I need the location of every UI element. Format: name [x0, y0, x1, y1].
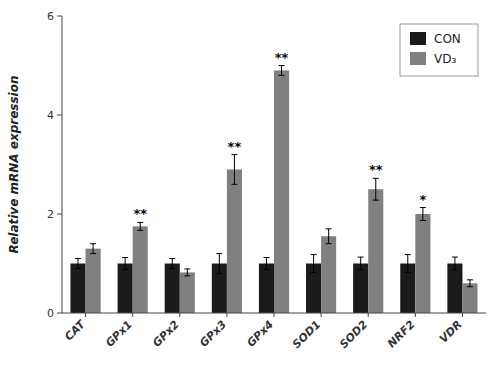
significance-marker: ** — [275, 50, 289, 65]
legend-swatch — [410, 32, 426, 45]
bar — [70, 264, 85, 314]
error-bar — [405, 255, 411, 273]
significance-marker: ** — [228, 139, 242, 154]
legend-label: VD₃ — [434, 52, 456, 66]
legend-label: CON — [434, 32, 461, 46]
chart: 0246Relative mRNA expression*********CAT… — [0, 0, 500, 375]
bar — [86, 249, 101, 313]
x-tick — [179, 313, 180, 317]
error-bar — [467, 280, 473, 287]
y-tick-label: 4 — [47, 109, 54, 122]
bar — [274, 70, 289, 313]
y-tick — [57, 115, 62, 116]
y-axis-label: Relative mRNA expression — [7, 76, 21, 254]
error-bar — [279, 66, 285, 76]
y-tick-label: 2 — [47, 208, 54, 221]
x-tick — [274, 313, 275, 317]
error-bar — [122, 258, 128, 270]
significance-marker: ** — [369, 162, 383, 177]
error-bar — [231, 155, 237, 185]
legend: CON VD₃ — [400, 24, 478, 76]
y-tick — [57, 214, 62, 215]
x-tick — [415, 313, 416, 317]
bar — [180, 272, 195, 313]
y-axis — [62, 16, 63, 313]
error-bar — [75, 259, 81, 269]
x-tick-label: SOD1 — [290, 318, 323, 351]
x-tick-label: GPx3 — [197, 318, 229, 350]
x-tick-label: CAT — [62, 317, 89, 344]
bar — [462, 283, 477, 313]
error-bar — [420, 208, 426, 221]
bar — [227, 169, 242, 313]
error-bar — [358, 257, 364, 270]
significance-marker: * — [419, 192, 426, 207]
error-bar — [216, 254, 222, 274]
x-tick — [321, 313, 322, 317]
significance-marker: ** — [133, 206, 147, 221]
x-tick — [85, 313, 86, 317]
error-bar — [373, 178, 379, 200]
bar — [321, 236, 336, 313]
bar — [368, 189, 383, 313]
x-tick-label: GPx1 — [103, 318, 135, 350]
legend-frame — [400, 24, 478, 76]
y-tick — [57, 313, 62, 314]
error-bar — [169, 259, 175, 269]
x-tick — [368, 313, 369, 317]
y-tick-label: 0 — [47, 307, 54, 320]
legend-swatch — [410, 52, 426, 65]
bar — [353, 264, 368, 314]
error-bar — [90, 244, 96, 254]
bar — [415, 214, 430, 313]
x-tick-label: VDR — [437, 318, 465, 346]
x-tick — [132, 313, 133, 317]
bar — [259, 264, 274, 314]
error-bar — [137, 222, 143, 230]
x-tick-label: SOD2 — [337, 318, 371, 352]
error-bar — [326, 229, 332, 244]
error-bar — [263, 258, 269, 270]
error-bar — [311, 255, 317, 273]
bar — [447, 264, 462, 314]
plot-area — [70, 66, 477, 314]
bar — [118, 264, 133, 314]
y-tick — [57, 16, 62, 17]
x-tick — [462, 313, 463, 317]
y-tick-label: 6 — [47, 10, 54, 23]
x-tick — [226, 313, 227, 317]
x-tick-label: NRF2 — [385, 318, 418, 351]
bar — [133, 226, 148, 313]
x-tick-label: GPx4 — [244, 318, 276, 350]
bar — [165, 264, 180, 314]
error-bar — [452, 257, 458, 270]
x-tick-label: GPx2 — [150, 318, 182, 350]
error-bar — [184, 269, 190, 276]
